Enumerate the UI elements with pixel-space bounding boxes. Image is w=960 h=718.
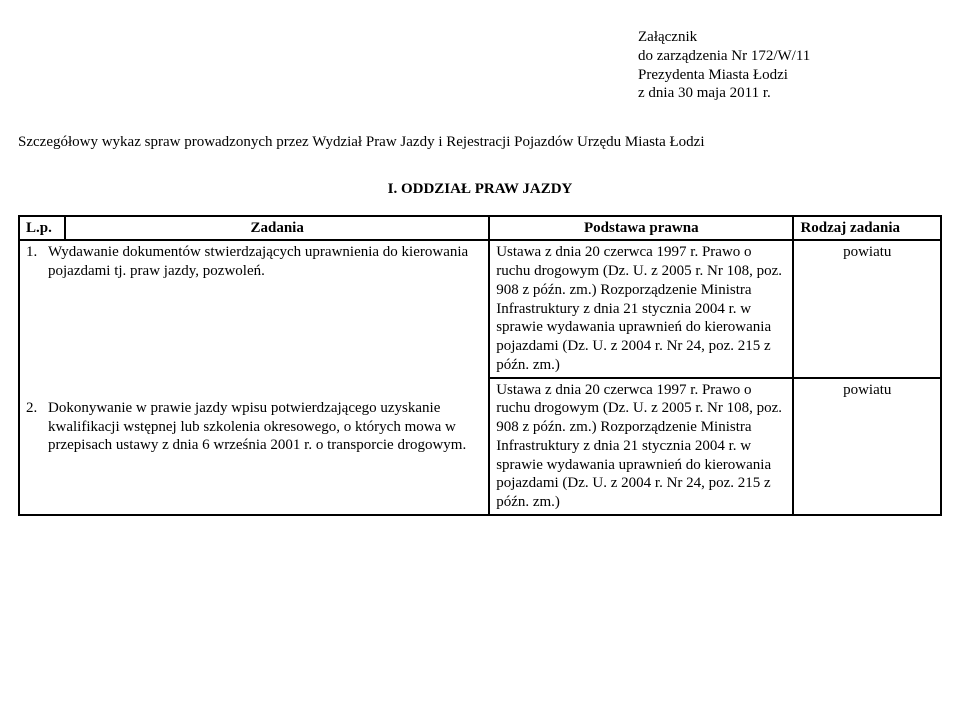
header-zad: Zadania bbox=[65, 216, 489, 241]
attachment-block: Załącznik do zarządzenia Nr 172/W/11 Pre… bbox=[638, 28, 942, 103]
section-title: I. ODDZIAŁ PRAW JAZDY bbox=[18, 180, 942, 199]
row-task: Wydawanie dokumentów stwierdzających upr… bbox=[48, 243, 482, 281]
cell-type: powiatu bbox=[793, 240, 941, 377]
attachment-line: Załącznik bbox=[638, 28, 942, 47]
attachment-line: Prezydenta Miasta Łodzi bbox=[638, 66, 942, 85]
cell-type: powiatu bbox=[793, 378, 941, 515]
row-number: 2. bbox=[26, 399, 48, 455]
attachment-line: do zarządzenia Nr 172/W/11 bbox=[638, 47, 942, 66]
cell-tasks: 1. Wydawanie dokumentów stwierdzających … bbox=[19, 240, 489, 515]
row-number: 1. bbox=[26, 243, 48, 281]
table-row: 1. Wydawanie dokumentów stwierdzających … bbox=[19, 240, 941, 377]
row-task: Dokonywanie w prawie jazdy wpisu potwier… bbox=[48, 399, 482, 455]
main-title: Szczegółowy wykaz spraw prowadzonych prz… bbox=[18, 133, 942, 152]
header-rod: Rodzaj zadania bbox=[793, 216, 941, 241]
attachment-line: z dnia 30 maja 2011 r. bbox=[638, 84, 942, 103]
cell-basis: Ustawa z dnia 20 czerwca 1997 r. Prawo o… bbox=[489, 240, 793, 377]
table-header-row: L.p. Zadania Podstawa prawna Rodzaj zada… bbox=[19, 216, 941, 241]
header-pod: Podstawa prawna bbox=[489, 216, 793, 241]
header-lp: L.p. bbox=[19, 216, 65, 241]
data-table: L.p. Zadania Podstawa prawna Rodzaj zada… bbox=[18, 215, 942, 516]
cell-basis: Ustawa z dnia 20 czerwca 1997 r. Prawo o… bbox=[489, 378, 793, 515]
